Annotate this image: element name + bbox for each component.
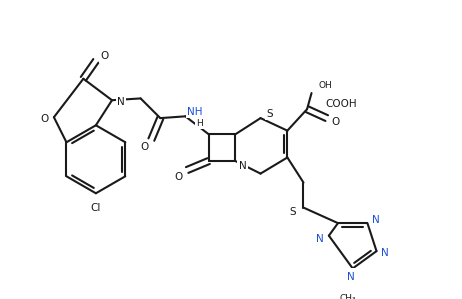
- Text: H: H: [196, 119, 203, 128]
- Text: N: N: [316, 234, 324, 244]
- Text: N: N: [117, 97, 125, 107]
- Text: S: S: [266, 109, 273, 119]
- Text: N: N: [347, 272, 355, 282]
- Text: COOH: COOH: [325, 99, 357, 109]
- Text: CH₃: CH₃: [339, 295, 356, 299]
- Text: N: N: [381, 248, 389, 258]
- Text: N: N: [239, 161, 247, 170]
- Text: O: O: [41, 114, 49, 124]
- Text: NH: NH: [188, 107, 203, 117]
- Text: OH: OH: [318, 81, 332, 90]
- Text: Cl: Cl: [91, 203, 101, 213]
- Text: O: O: [140, 142, 148, 152]
- Text: N: N: [371, 215, 379, 225]
- Text: S: S: [289, 207, 296, 217]
- Text: O: O: [332, 117, 340, 127]
- Text: O: O: [101, 51, 109, 61]
- Text: O: O: [174, 172, 182, 182]
